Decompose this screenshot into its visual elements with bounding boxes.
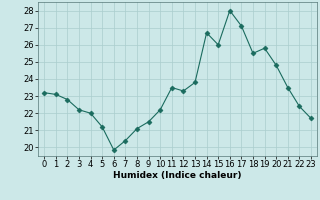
X-axis label: Humidex (Indice chaleur): Humidex (Indice chaleur) — [113, 171, 242, 180]
